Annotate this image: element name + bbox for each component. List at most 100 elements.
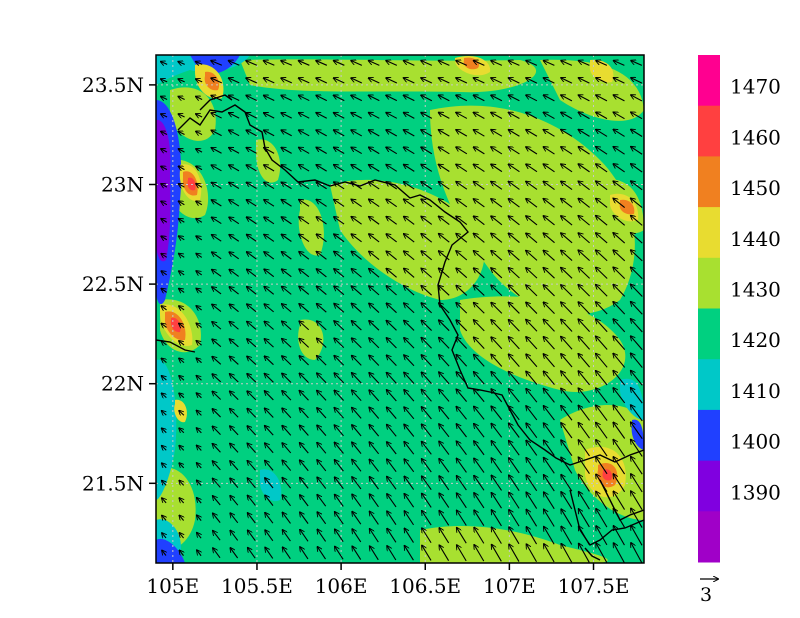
wind-vector (509, 112, 520, 119)
wind-vector (265, 426, 274, 436)
wind-vector (334, 61, 345, 66)
wind-vector (474, 199, 485, 208)
wind-vector (211, 130, 222, 137)
wind-vector (491, 182, 503, 190)
wind-vector (543, 199, 555, 208)
wind-vector (387, 477, 397, 490)
wind-vector (317, 408, 327, 419)
wind-vector (561, 78, 573, 84)
wind-vector (369, 269, 380, 278)
wind-vector (161, 289, 167, 293)
wind-vector (334, 373, 345, 384)
wind-vector (614, 95, 625, 102)
wind-vector (212, 392, 222, 400)
legend-tick-label: 1470 (730, 75, 781, 99)
wind-vector (456, 234, 468, 243)
wind-vector (317, 373, 327, 384)
legend-swatch (698, 409, 720, 462)
wind-vector (281, 182, 292, 190)
wind-vector (474, 164, 485, 173)
wind-vector (282, 478, 292, 489)
wind-vector (299, 95, 310, 102)
wind-vector (474, 493, 485, 509)
wind-vector (456, 61, 468, 66)
reference-vector: 3 (700, 579, 718, 606)
wind-vector (213, 496, 221, 506)
wind-vector (526, 95, 538, 102)
wind-vector (422, 476, 432, 491)
wind-vector (509, 354, 520, 367)
wind-vector (230, 513, 239, 524)
wind-vector (196, 358, 202, 362)
wind-vector (351, 61, 363, 66)
wind-vector (509, 199, 520, 208)
wind-vector (561, 440, 573, 457)
wind-vector (596, 388, 608, 404)
wind-vector (509, 493, 520, 509)
wind-vector (439, 165, 450, 172)
wind-vector (213, 461, 221, 471)
wind-vector (596, 336, 608, 350)
wind-vector (161, 97, 168, 100)
wind-vector (229, 252, 240, 260)
wind-vector (282, 356, 292, 366)
wind-vector (264, 252, 275, 260)
wind-vector (369, 95, 380, 102)
wind-vector (317, 530, 327, 542)
wind-vector (161, 79, 168, 82)
wind-vector (526, 147, 538, 155)
wind-vector (578, 147, 590, 155)
wind-vector (474, 424, 485, 438)
wind-vector (264, 269, 275, 278)
wind-vector (474, 303, 485, 314)
wind-vector (317, 269, 327, 278)
wind-vector (456, 407, 467, 420)
wind-vector (404, 373, 415, 384)
wind-vector (317, 547, 326, 560)
wind-vector (544, 130, 555, 137)
wind-vector (596, 233, 608, 244)
wind-vector (596, 216, 608, 226)
wind-vector (386, 286, 397, 296)
wind-vector (579, 509, 590, 528)
wind-vector (211, 96, 222, 101)
wind-vector (300, 512, 309, 524)
wind-vector (579, 78, 590, 84)
wind-vector (179, 533, 183, 539)
wind-vector (526, 78, 538, 84)
lon-tick-label: 105.5E (221, 574, 293, 598)
wind-vector (196, 306, 202, 310)
wind-vector (179, 446, 184, 451)
wind-vector (300, 460, 309, 472)
wind-vector (317, 339, 327, 348)
wind-vector (247, 217, 257, 225)
wind-vector (439, 338, 450, 349)
wind-vector (282, 460, 292, 471)
wind-vector (299, 182, 310, 190)
wind-vector (526, 337, 538, 350)
wind-vector (439, 113, 450, 119)
wind-vector (229, 96, 240, 101)
wind-vector (404, 321, 415, 331)
wind-vector (509, 268, 520, 279)
wind-vector (561, 423, 573, 439)
wind-vector (334, 217, 345, 225)
wind-vector (596, 147, 608, 155)
wind-vector (457, 493, 467, 509)
wind-vector (265, 391, 274, 401)
wind-vector (196, 97, 203, 100)
wind-vector (474, 216, 485, 226)
wind-vector (351, 217, 362, 225)
wind-vector (161, 306, 167, 310)
wind-vector (281, 61, 293, 66)
wind-vector (561, 285, 573, 297)
wind-vector (299, 217, 310, 225)
wind-vector (196, 114, 203, 117)
wind-vector (230, 409, 239, 418)
wind-vector (613, 112, 625, 120)
wind-vector (613, 216, 626, 226)
wind-vector (370, 529, 379, 543)
wind-vector (561, 233, 573, 244)
wind-vector (526, 268, 538, 279)
wind-vector (509, 251, 520, 261)
